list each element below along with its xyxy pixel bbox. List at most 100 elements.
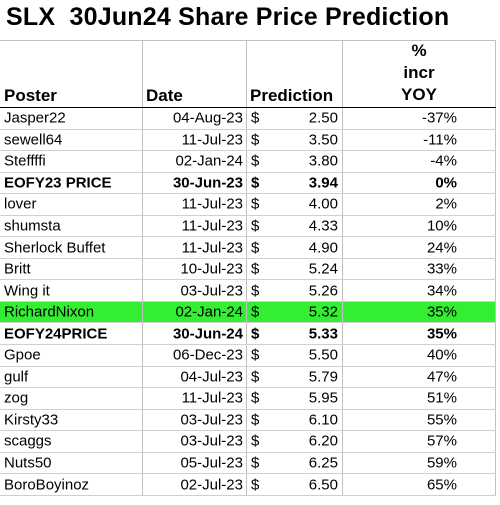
cell-prediction[interactable]: $6.50: [247, 474, 343, 495]
table-row: lover 11-Jul-23 $4.00 2%: [0, 194, 496, 216]
cell-pct[interactable]: -11%: [343, 129, 496, 151]
cell-date[interactable]: 11-Jul-23: [143, 388, 247, 409]
cell-prediction[interactable]: $5.79: [247, 366, 343, 388]
post-date: 30-Jun-23: [172, 174, 243, 192]
prediction-value: 3.94: [308, 174, 338, 192]
header-cell-pct[interactable]: % incr YOY: [343, 40, 496, 107]
prediction-value: 4.33: [308, 217, 338, 235]
cell-pct[interactable]: -4%: [343, 151, 496, 172]
cell-date[interactable]: 04-Jul-23: [143, 366, 247, 388]
cell-poster[interactable]: BoroBoyinoz: [0, 474, 143, 495]
cell-date[interactable]: 06-Dec-23: [143, 345, 247, 366]
cell-pct[interactable]: 55%: [343, 409, 496, 431]
cell-poster[interactable]: Sherlock Buffet: [0, 237, 143, 258]
cell-prediction[interactable]: $5.32: [247, 301, 343, 323]
cell-date[interactable]: 11-Jul-23: [143, 237, 247, 258]
pct-value: 57%: [426, 432, 457, 450]
table-row: sewell64 11-Jul-23 $3.50 -11%: [0, 129, 496, 152]
cell-prediction[interactable]: $3.80: [247, 151, 343, 172]
cell-date[interactable]: 02-Jan-24: [143, 151, 247, 172]
cell-date[interactable]: 11-Jul-23: [143, 215, 247, 237]
currency-symbol: $: [251, 325, 260, 343]
cell-pct[interactable]: 65%: [343, 474, 496, 495]
header-cell-prediction[interactable]: Prediction: [247, 40, 343, 107]
cell-poster[interactable]: Jasper22: [0, 108, 143, 129]
cell-prediction[interactable]: $5.33: [247, 323, 343, 345]
cell-date[interactable]: 03-Jul-23: [143, 409, 247, 431]
cell-poster[interactable]: Gpoe: [0, 345, 143, 366]
cell-poster[interactable]: Kirsty33: [0, 409, 143, 431]
cell-prediction[interactable]: $5.50: [247, 345, 343, 366]
title-row[interactable]: SLX 30Jun24 Share Price Prediction: [0, 0, 496, 41]
cell-date[interactable]: 03-Jul-23: [143, 280, 247, 301]
header-pct-line2: incr: [403, 63, 435, 82]
cell-prediction[interactable]: $3.94: [247, 172, 343, 194]
cell-pct[interactable]: 35%: [343, 323, 496, 345]
cell-pct[interactable]: 40%: [343, 345, 496, 366]
cell-date[interactable]: 11-Jul-23: [143, 194, 247, 215]
cell-date[interactable]: 30-Jun-24: [143, 323, 247, 345]
prediction-value: 5.26: [308, 282, 338, 300]
cell-poster[interactable]: sewell64: [0, 129, 143, 151]
header-cell-poster[interactable]: Poster: [0, 40, 143, 107]
currency-symbol: $: [251, 303, 260, 321]
pct-value: 0%: [435, 174, 457, 192]
cell-pct[interactable]: 59%: [343, 452, 496, 474]
cell-prediction[interactable]: $6.25: [247, 452, 343, 474]
cell-prediction[interactable]: $6.20: [247, 431, 343, 452]
post-date: 11-Jul-23: [181, 389, 243, 407]
cell-prediction[interactable]: $4.33: [247, 215, 343, 237]
cell-prediction[interactable]: $3.50: [247, 129, 343, 151]
cell-poster[interactable]: zog: [0, 388, 143, 409]
cell-prediction[interactable]: $5.24: [247, 258, 343, 280]
cell-poster[interactable]: RichardNixon: [0, 301, 143, 323]
cell-date[interactable]: 30-Jun-23: [143, 172, 247, 194]
cell-date[interactable]: 02-Jul-23: [143, 474, 247, 495]
cell-date[interactable]: 04-Aug-23: [143, 108, 247, 129]
poster-name: sewell64: [4, 131, 63, 149]
cell-prediction[interactable]: $4.00: [247, 194, 343, 215]
cell-poster[interactable]: scaggs: [0, 431, 143, 452]
cell-date[interactable]: 05-Jul-23: [143, 452, 247, 474]
table-row: Kirsty33 03-Jul-23 $6.10 55%: [0, 409, 496, 432]
cell-pct[interactable]: 33%: [343, 258, 496, 280]
header-date: Date: [146, 86, 183, 105]
cell-poster[interactable]: EOFY23 PRICE: [0, 172, 143, 194]
cell-prediction[interactable]: $2.50: [247, 108, 343, 129]
cell-prediction[interactable]: $5.26: [247, 280, 343, 301]
cell-pct[interactable]: 24%: [343, 237, 496, 258]
header-prediction: Prediction: [250, 86, 334, 105]
cell-date[interactable]: 02-Jan-24: [143, 301, 247, 323]
cell-date[interactable]: 11-Jul-23: [143, 129, 247, 151]
cell-prediction[interactable]: $5.95: [247, 388, 343, 409]
table-row: Britt 10-Jul-23 $5.24 33%: [0, 258, 496, 281]
cell-prediction[interactable]: $6.10: [247, 409, 343, 431]
cell-poster[interactable]: Nuts50: [0, 452, 143, 474]
post-date: 06-Dec-23: [172, 346, 243, 364]
cell-pct[interactable]: 57%: [343, 431, 496, 452]
cell-pct[interactable]: 51%: [343, 388, 496, 409]
header-pct-line1: %: [411, 41, 427, 60]
table-row: shumsta 11-Jul-23 $4.33 10%: [0, 215, 496, 238]
cell-pct[interactable]: 0%: [343, 172, 496, 194]
poster-name: scaggs: [4, 432, 52, 450]
cell-pct[interactable]: 35%: [343, 301, 496, 323]
cell-poster[interactable]: Britt: [0, 258, 143, 280]
cell-pct[interactable]: -37%: [343, 108, 496, 129]
post-date: 04-Jul-23: [180, 368, 243, 386]
cell-poster[interactable]: Wing it: [0, 280, 143, 301]
cell-poster[interactable]: lover: [0, 194, 143, 215]
cell-pct[interactable]: 10%: [343, 215, 496, 237]
header-cell-date[interactable]: Date: [143, 40, 247, 107]
cell-pct[interactable]: 47%: [343, 366, 496, 388]
cell-date[interactable]: 03-Jul-23: [143, 431, 247, 452]
cell-poster[interactable]: gulf: [0, 366, 143, 388]
currency-symbol: $: [251, 389, 260, 407]
cell-prediction[interactable]: $4.90: [247, 237, 343, 258]
cell-poster[interactable]: EOFY24PRICE: [0, 323, 143, 345]
cell-pct[interactable]: 34%: [343, 280, 496, 301]
cell-pct[interactable]: 2%: [343, 194, 496, 215]
cell-poster[interactable]: shumsta: [0, 215, 143, 237]
cell-poster[interactable]: Steffffi: [0, 151, 143, 172]
cell-date[interactable]: 10-Jul-23: [143, 258, 247, 280]
